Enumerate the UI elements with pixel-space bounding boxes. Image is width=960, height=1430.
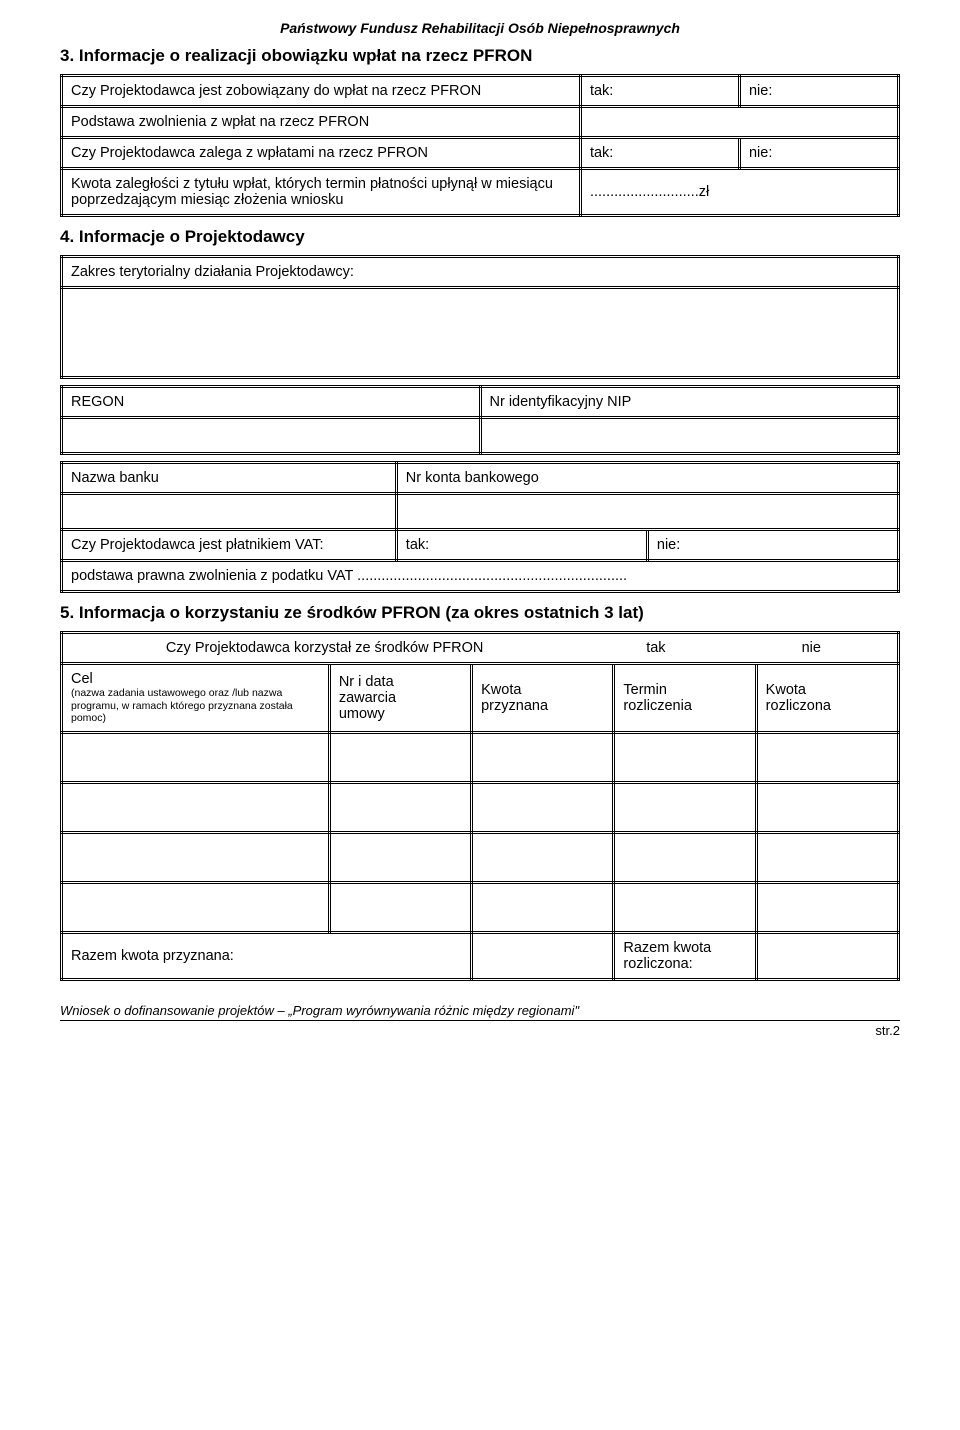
s4-regon-value[interactable] [62,418,481,454]
s3-row3-nie[interactable]: nie: [739,138,898,169]
section5-table: Czy Projektodawca korzystał ze środków P… [60,631,900,981]
s3-row3-tak[interactable]: tak: [580,138,739,169]
section3-title: 3. Informacje o realizacji obowiązku wpł… [60,46,900,66]
s3-row4-label: Kwota zaległości z tytułu wpłat, których… [62,169,581,216]
s4-regon-label: REGON [62,387,481,418]
section3-table: Czy Projektodawca jest zobowiązany do wp… [60,74,900,217]
s5-header-row: Czy Projektodawca korzystał ze środków P… [62,633,899,664]
s4-konto-label: Nr konta bankowego [396,463,898,494]
footer-text: Wniosek o dofinansowanie projektów – „Pr… [60,1003,900,1021]
s5-sum-roz-value[interactable] [756,932,898,979]
s5-col2-header: Nr i data zawarcia umowy [329,664,471,733]
s3-row1-label: Czy Projektodawca jest zobowiązany do wp… [62,76,581,107]
s4-vat-nie[interactable]: nie: [647,530,898,561]
s3-row1-nie[interactable]: nie: [739,76,898,107]
s3-row1-tak[interactable]: tak: [580,76,739,107]
s4-nip-label: Nr identyfikacyjny NIP [480,387,899,418]
s5-sum-przy-label: Razem kwota przyznana: [62,932,472,979]
s4-vat-tak[interactable]: tak: [396,530,647,561]
s4-bank-value[interactable] [62,494,397,530]
s4-zakres-label: Zakres terytorialny działania Projektoda… [62,257,899,288]
table-row [62,782,899,832]
s4-bank-label: Nazwa banku [62,463,397,494]
s5-sum-przy-value[interactable] [472,932,614,979]
s3-row2-value[interactable] [580,107,898,138]
s3-row2-label: Podstawa zwolnienia z wpłat na rzecz PFR… [62,107,581,138]
s5-col1-header: Cel (nazwa zadania ustawowego oraz /lub … [62,664,330,733]
section4-bank-table: Nazwa banku Nr konta bankowego Czy Proje… [60,461,900,593]
page-header: Państwowy Fundusz Rehabilitacji Osób Nie… [60,20,900,36]
s4-konto-value[interactable] [396,494,898,530]
s4-vat-basis[interactable]: podstawa prawna zwolnienia z podatku VAT… [62,561,899,592]
table-row [62,832,899,882]
s5-header-nie[interactable]: nie [734,640,889,656]
s5-col4-header: Termin rozliczenia [614,664,756,733]
s3-row4-value[interactable]: ...........................zł [580,169,898,216]
s5-header-tak[interactable]: tak [578,640,733,656]
section4-title: 4. Informacje o Projektodawcy [60,227,900,247]
s5-col5-header: Kwota rozliczona [756,664,898,733]
table-row [62,732,899,782]
page-number: str.2 [60,1023,900,1038]
section5-title: 5. Informacja o korzystaniu ze środków P… [60,603,900,623]
s5-headerq: Czy Projektodawca korzystał ze środków P… [71,640,578,656]
s4-zakres-value[interactable] [62,288,899,378]
table-row [62,882,899,932]
section4-regon-table: REGON Nr identyfikacyjny NIP [60,385,900,455]
s4-vat-label: Czy Projektodawca jest płatnikiem VAT: [62,530,397,561]
section4-zakres-table: Zakres terytorialny działania Projektoda… [60,255,900,379]
s4-nip-value[interactable] [480,418,899,454]
s5-col3-header: Kwota przyznana [472,664,614,733]
s5-sum-roz-label: Razem kwota rozliczona: [614,932,756,979]
s3-row3-label: Czy Projektodawca zalega z wpłatami na r… [62,138,581,169]
